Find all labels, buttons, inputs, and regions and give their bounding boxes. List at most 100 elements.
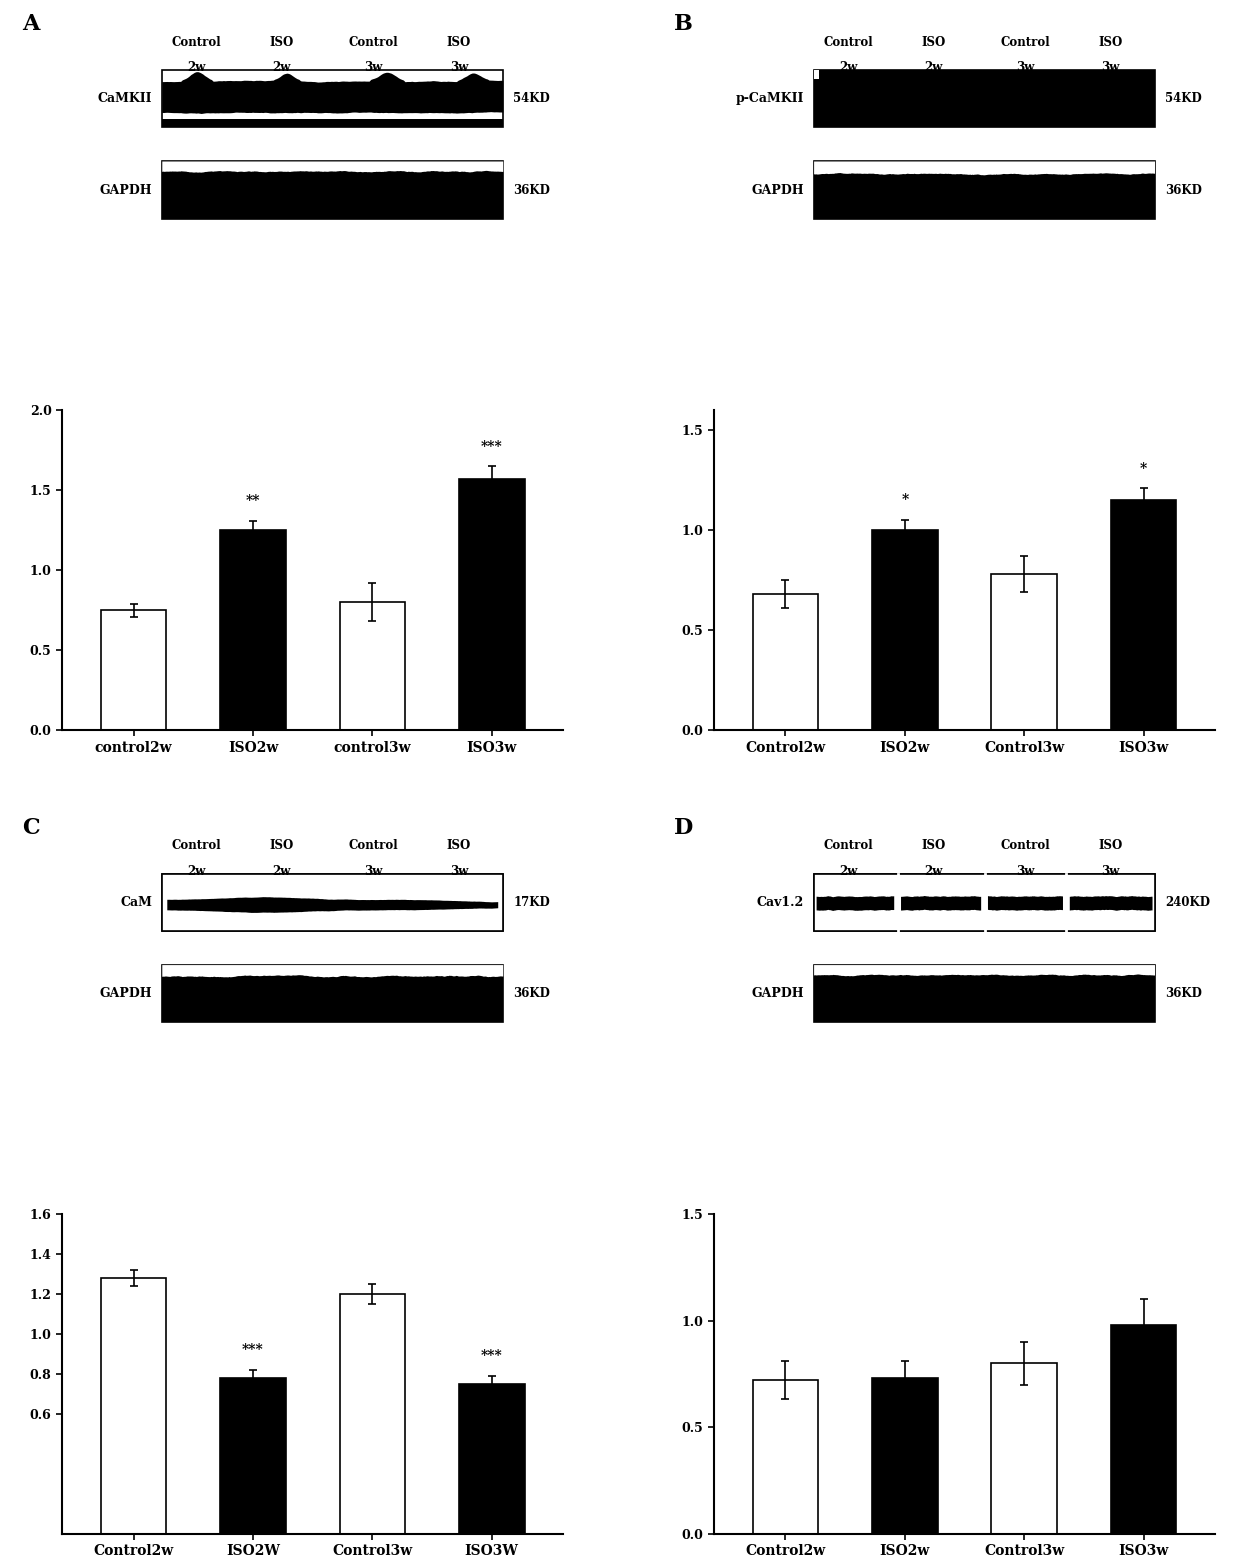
Text: GAPDH: GAPDH [751,988,804,1000]
Text: ISO: ISO [446,839,471,853]
Bar [100,1279,166,1534]
Text: 2w: 2w [187,61,206,74]
Polygon shape [162,161,503,172]
Bar [162,161,503,219]
Text: 2w: 2w [839,864,857,878]
Polygon shape [167,897,498,912]
Text: ISO: ISO [446,36,471,49]
Bar [162,966,503,1022]
Text: 2w: 2w [273,61,291,74]
Bar [815,161,1154,219]
Text: 54KD: 54KD [513,92,551,105]
Bar [1111,501,1177,731]
Polygon shape [815,966,1154,977]
Bar [815,70,1154,127]
Text: 240KD: 240KD [1166,895,1210,909]
Text: 3w: 3w [1017,61,1034,74]
Bar [753,595,818,731]
Text: Control: Control [348,36,398,49]
Text: 36KD: 36KD [513,183,551,197]
Bar [991,1363,1056,1534]
Bar [815,161,1154,219]
Text: ISO: ISO [1099,839,1123,853]
Text: ISO: ISO [921,36,946,49]
Bar [815,70,1154,127]
Bar [340,1294,405,1534]
Text: C: C [22,817,40,839]
Text: GAPDH: GAPDH [99,183,153,197]
Text: 2w: 2w [924,864,942,878]
Bar [872,1379,937,1534]
Polygon shape [162,72,503,114]
Text: *: * [901,493,909,507]
Text: Control: Control [823,839,873,853]
Text: ISO: ISO [1099,36,1123,49]
Polygon shape [901,897,981,911]
Bar [162,873,503,931]
Text: Control: Control [1001,36,1050,49]
Bar [221,1377,286,1534]
Text: p-CaMKII: p-CaMKII [735,92,804,105]
Text: 3w: 3w [1101,61,1120,74]
Bar [815,966,1154,1022]
Bar [162,119,503,127]
Text: Control: Control [171,839,221,853]
Text: 3w: 3w [450,61,467,74]
Bar [162,873,503,931]
Text: Control: Control [348,839,398,853]
Text: Control: Control [171,36,221,49]
Text: *: * [1140,462,1147,476]
Polygon shape [1070,897,1152,911]
Text: 36KD: 36KD [513,988,551,1000]
Text: 3w: 3w [365,864,383,878]
Text: ISO: ISO [269,36,294,49]
Text: 2w: 2w [924,61,942,74]
Bar [162,966,503,1022]
Text: ***: *** [242,1343,264,1357]
Text: 3w: 3w [1017,864,1034,878]
Text: Cav1.2: Cav1.2 [756,895,804,909]
Polygon shape [815,161,1154,175]
Text: 3w: 3w [365,61,383,74]
Bar [221,531,286,731]
Bar [459,1383,525,1534]
Text: Control: Control [1001,839,1050,853]
Polygon shape [817,897,894,911]
Text: 2w: 2w [273,864,291,878]
Text: ***: *** [481,440,502,454]
Bar [753,1380,818,1534]
Text: 3w: 3w [1101,864,1120,878]
Text: 2w: 2w [839,61,857,74]
Text: **: ** [246,495,260,509]
Bar [991,574,1056,731]
Bar [1111,1326,1177,1534]
Bar [162,161,503,219]
Text: 36KD: 36KD [1166,988,1202,1000]
Text: 3w: 3w [450,864,467,878]
Text: ***: *** [481,1349,502,1363]
Text: GAPDH: GAPDH [751,183,804,197]
Bar [872,531,937,731]
Bar [815,70,820,78]
Text: ISO: ISO [921,839,946,853]
Text: B: B [673,13,693,34]
Text: 36KD: 36KD [1166,183,1202,197]
Bar [815,873,1154,931]
Text: D: D [673,817,693,839]
Text: CaM: CaM [120,895,153,909]
Text: 2w: 2w [187,864,206,878]
Bar [162,70,503,127]
Text: CaMKII: CaMKII [98,92,153,105]
Bar [459,479,525,731]
Text: A: A [22,13,40,34]
Bar [815,966,1154,1022]
Bar [340,603,405,731]
Text: GAPDH: GAPDH [99,988,153,1000]
Bar [815,873,1154,931]
Polygon shape [988,897,1063,911]
Text: ISO: ISO [269,839,294,853]
Polygon shape [162,966,503,978]
Text: 54KD: 54KD [1166,92,1202,105]
Text: 17KD: 17KD [513,895,551,909]
Bar [100,610,166,731]
